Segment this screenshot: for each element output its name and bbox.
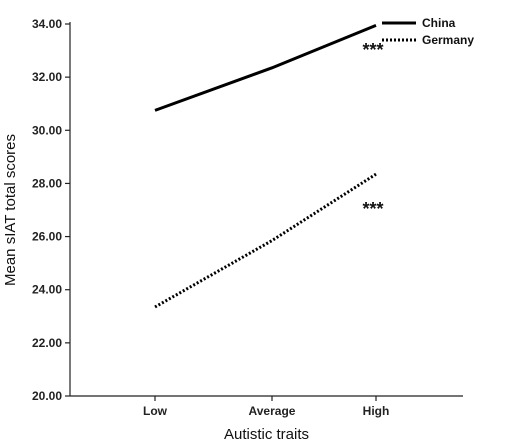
legend-label-germany: Germany xyxy=(422,33,474,47)
y-tick-label: 28.00 xyxy=(32,176,62,190)
y-tick-label: 30.00 xyxy=(32,123,62,137)
y-tick-label: 34.00 xyxy=(32,17,62,31)
y-axis-ticks: 20.00 22.00 24.00 26.00 28.00 30.00 32.00 34.00 xyxy=(32,17,70,403)
legend: China Germany xyxy=(382,16,474,47)
y-tick-label: 32.00 xyxy=(32,70,62,84)
x-axis-ticks: Low Average High xyxy=(143,396,389,418)
x-axis-title: Autistic traits xyxy=(224,426,309,443)
series-line-germany xyxy=(154,172,377,309)
significance-annotation: *** xyxy=(362,40,383,60)
significance-annotation: *** xyxy=(362,199,383,219)
x-tick-label: High xyxy=(363,404,390,418)
series-line-china xyxy=(154,23,377,112)
x-tick-label: Low xyxy=(143,404,168,418)
y-tick-label: 26.00 xyxy=(32,230,62,244)
series-lines xyxy=(154,23,377,309)
x-tick-label: Average xyxy=(249,404,296,418)
y-axis-title: Mean sIAT total scores xyxy=(2,134,19,286)
y-tick-label: 24.00 xyxy=(32,283,62,297)
annotations: *** *** xyxy=(362,40,383,219)
plot-area: 20.00 22.00 24.00 26.00 28.00 30.00 32.00 34.00… xyxy=(32,17,463,418)
legend-label-china: China xyxy=(422,16,456,30)
y-tick-label: 20.00 xyxy=(32,389,62,403)
y-tick-label: 22.00 xyxy=(32,336,62,350)
